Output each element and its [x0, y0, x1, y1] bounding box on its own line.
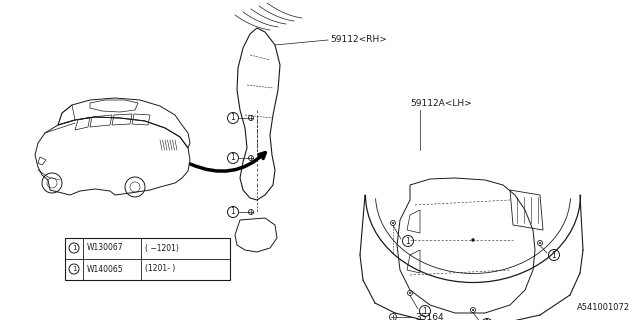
Text: 1: 1 — [422, 307, 428, 316]
Text: 1: 1 — [72, 266, 76, 272]
Text: W130067: W130067 — [87, 244, 124, 252]
Text: A541001072: A541001072 — [577, 303, 630, 312]
Circle shape — [472, 309, 474, 311]
Circle shape — [472, 238, 474, 242]
Text: W140065: W140065 — [87, 265, 124, 274]
Text: ( −1201): ( −1201) — [145, 244, 179, 252]
Text: 1: 1 — [72, 245, 76, 251]
Text: 1: 1 — [484, 319, 490, 320]
Text: (1201- ): (1201- ) — [145, 265, 175, 274]
Text: 1: 1 — [230, 114, 236, 123]
Circle shape — [540, 242, 541, 244]
Bar — [65, 238, 230, 280]
Circle shape — [392, 222, 394, 224]
Text: 59112A<LH>: 59112A<LH> — [410, 99, 472, 108]
Text: 59112<RH>: 59112<RH> — [330, 36, 387, 44]
Text: 1: 1 — [552, 251, 556, 260]
Text: 1: 1 — [230, 154, 236, 163]
Text: 1: 1 — [406, 236, 410, 245]
Text: 1: 1 — [230, 207, 236, 217]
Text: 35164: 35164 — [415, 313, 444, 320]
Circle shape — [409, 292, 411, 294]
